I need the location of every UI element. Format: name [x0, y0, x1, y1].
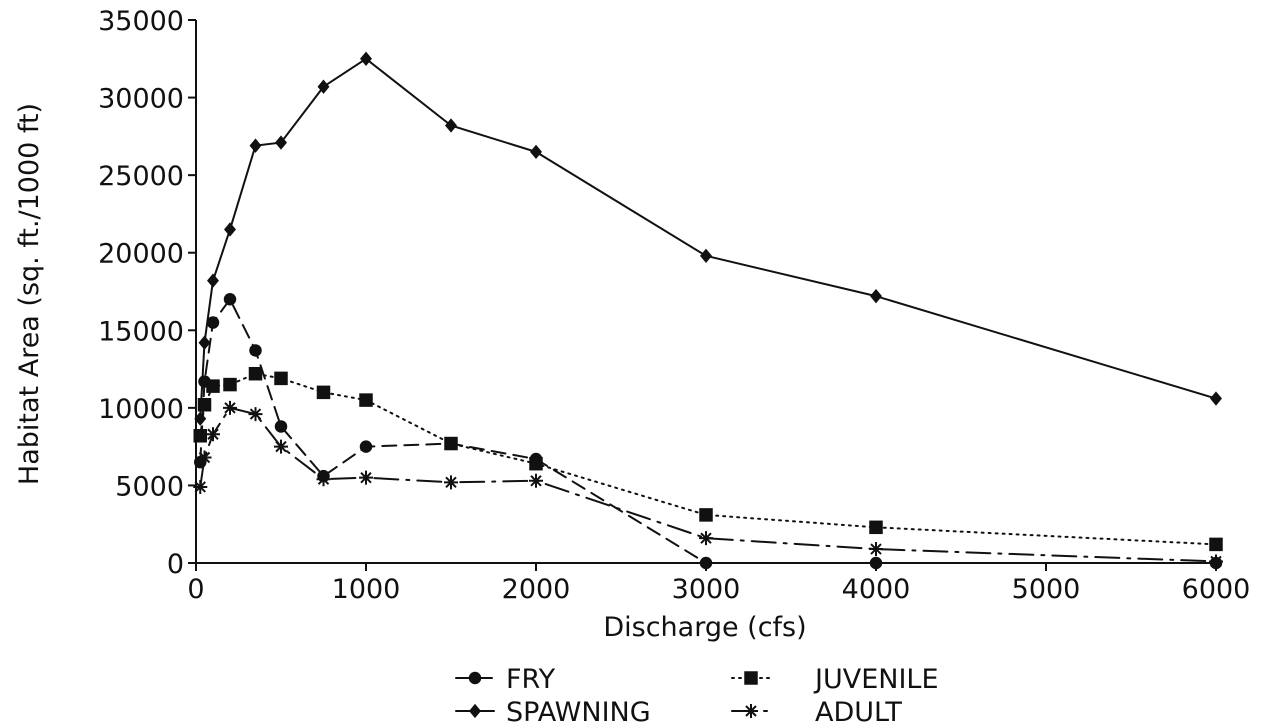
data-point-juvenile: [444, 436, 458, 451]
ticks-layer: 0 5000 10000 15000 20000 25000 30000 35000 0 1000…: [98, 6, 1250, 605]
y-tick-label: 10000: [98, 394, 184, 425]
series-spawning: [194, 51, 1222, 426]
legend-marker-juvenile: [744, 671, 758, 685]
data-point-spawning: [317, 79, 330, 94]
data-point-fry: [206, 316, 220, 329]
data-point-adult: [869, 542, 883, 557]
x-tick-label: 1000: [332, 574, 401, 605]
data-point-spawning: [530, 144, 542, 160]
data-point-juvenile: [869, 520, 883, 535]
y-axis-title: Habitat Area (sq. ft./1000 ft): [14, 103, 45, 485]
data-point-fry: [699, 556, 713, 570]
data-point-spawning: [1210, 391, 1222, 406]
legend-label-juvenile: JUVENILE: [813, 664, 939, 695]
data-point-adult: [223, 400, 237, 415]
data-point-spawning: [249, 138, 262, 153]
x-tick-label: 6000: [1182, 574, 1251, 605]
data-point-juvenile: [223, 377, 237, 392]
data-point-juvenile: [197, 398, 212, 412]
y-tick-label: 20000: [98, 239, 184, 270]
series-layer: [193, 51, 1223, 570]
legend-marker-fry: [468, 671, 482, 685]
x-tick-label: 4000: [842, 574, 911, 605]
y-tick-label: 25000: [98, 161, 184, 192]
data-point-adult: [699, 531, 713, 546]
data-point-adult: [274, 439, 288, 454]
legend-label-fry: FRY: [506, 664, 556, 695]
data-point-adult: [316, 472, 331, 487]
x-tick-label: 5000: [1012, 574, 1081, 605]
data-point-spawning: [700, 248, 712, 263]
y-tick-label: 5000: [115, 471, 184, 502]
legend-symbol-fry: [455, 671, 495, 685]
y-tick-label: 0: [167, 549, 184, 580]
data-point-juvenile: [193, 429, 207, 443]
legend-symbol-adult: [731, 704, 771, 718]
legend-label-adult: ADULT: [815, 697, 902, 728]
x-tick-label: 3000: [672, 574, 741, 605]
data-point-juvenile: [359, 393, 373, 407]
data-point-adult: [359, 470, 373, 485]
legend-item-spawning: SPAWNING: [455, 697, 651, 728]
legend-item-juvenile: JUVENILE: [731, 664, 939, 695]
data-point-fry: [359, 440, 373, 453]
data-point-juvenile: [248, 366, 263, 381]
y-tick-label: 30000: [98, 84, 184, 115]
series-line-spawning: [199, 57, 1217, 420]
data-point-adult: [206, 427, 220, 442]
data-point-adult: [197, 450, 212, 465]
legend: FRY JUVENILE SPAWNING ADULT: [455, 664, 939, 728]
series-juvenile: [193, 366, 1223, 552]
data-point-fry: [249, 344, 262, 357]
data-point-juvenile: [1209, 537, 1223, 552]
data-point-juvenile: [529, 456, 543, 471]
data-point-spawning: [207, 273, 219, 288]
data-point-spawning: [198, 335, 211, 350]
data-point-juvenile: [274, 371, 288, 386]
data-point-juvenile: [699, 508, 713, 522]
data-point-spawning: [445, 118, 457, 133]
data-point-fry: [274, 420, 288, 433]
data-point-adult: [444, 475, 458, 490]
data-point-adult: [1209, 554, 1223, 569]
legend-item-fry: FRY: [455, 664, 556, 695]
legend-label-spawning: SPAWNING: [506, 697, 651, 728]
data-point-adult: [193, 479, 208, 494]
x-tick-label: 0: [187, 574, 204, 605]
series-adult: [193, 400, 1223, 569]
x-axis-title: Discharge (cfs): [603, 612, 806, 643]
series-fry: [194, 293, 1223, 570]
data-point-spawning: [275, 135, 287, 150]
data-point-spawning: [870, 288, 882, 304]
legend-marker-adult: [744, 704, 758, 718]
legend-symbol-juvenile: [731, 671, 771, 685]
data-point-fry: [869, 556, 883, 570]
axes-layer: [195, 20, 1216, 564]
data-point-spawning: [360, 51, 372, 66]
y-tick-label: 35000: [98, 6, 184, 37]
x-tick-label: 2000: [502, 574, 571, 605]
data-point-adult: [248, 407, 263, 422]
legend-item-adult: ADULT: [731, 697, 902, 728]
data-point-fry: [223, 293, 237, 306]
data-point-juvenile: [206, 379, 220, 393]
y-tick-label: 15000: [98, 316, 184, 347]
data-point-spawning: [224, 222, 236, 237]
legend-marker-spawning: [469, 703, 481, 719]
data-point-juvenile: [316, 385, 331, 400]
series-line-fry: [199, 298, 1217, 564]
legend-symbol-spawning: [455, 703, 495, 719]
data-point-adult: [529, 473, 543, 488]
